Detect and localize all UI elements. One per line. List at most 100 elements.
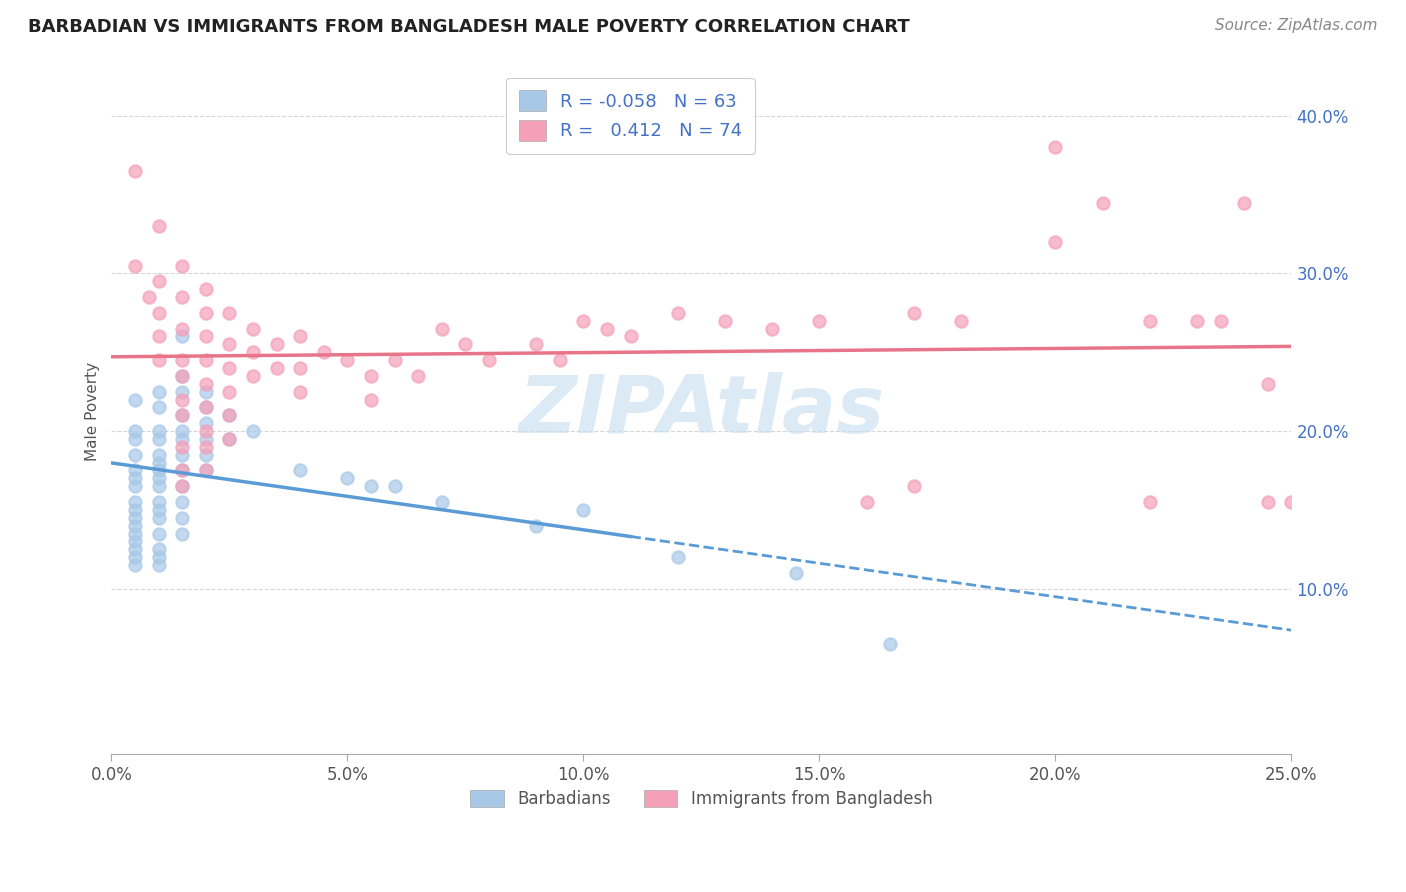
Point (172, 463, 194, 477)
Point (172, 259, 194, 273)
Point (124, 495, 146, 509)
Point (194, 416, 217, 430)
Point (406, 368, 429, 383)
Point (172, 353, 194, 368)
Point (312, 345, 335, 359)
Point (290, 361, 312, 376)
Point (172, 440, 194, 454)
Point (242, 321, 264, 335)
Point (124, 471, 146, 485)
Point (172, 526, 194, 541)
Point (148, 219, 170, 234)
Point (148, 510, 170, 524)
Point (1257, 495, 1279, 509)
Point (524, 518, 547, 533)
Point (336, 353, 359, 368)
Point (172, 368, 194, 383)
Point (218, 384, 240, 399)
Point (1045, 140, 1067, 154)
Point (218, 432, 240, 446)
Text: Source: ZipAtlas.com: Source: ZipAtlas.com (1215, 18, 1378, 33)
Point (148, 495, 170, 509)
Point (124, 518, 146, 533)
Point (124, 534, 146, 549)
Point (1091, 195, 1114, 210)
Point (124, 164, 146, 178)
Point (124, 542, 146, 557)
Point (172, 384, 194, 399)
Point (785, 566, 807, 580)
Point (172, 409, 194, 423)
Point (172, 290, 194, 304)
Point (218, 361, 240, 376)
Point (148, 384, 170, 399)
Point (172, 479, 194, 493)
Point (572, 503, 595, 517)
Point (596, 321, 619, 335)
Point (194, 463, 217, 477)
Point (124, 550, 146, 565)
Point (124, 259, 146, 273)
Point (903, 479, 925, 493)
Point (194, 329, 217, 343)
Point (620, 329, 643, 343)
Point (1185, 314, 1208, 328)
Point (172, 329, 194, 343)
Point (194, 401, 217, 415)
Point (1209, 314, 1232, 328)
Point (172, 424, 194, 438)
Text: BARBADIAN VS IMMIGRANTS FROM BANGLADESH MALE POVERTY CORRELATION CHART: BARBADIAN VS IMMIGRANTS FROM BANGLADESH … (28, 18, 910, 36)
Point (855, 495, 877, 509)
Point (454, 337, 477, 351)
Point (124, 424, 146, 438)
Point (218, 337, 240, 351)
Point (172, 479, 194, 493)
Point (172, 392, 194, 407)
Point (172, 510, 194, 524)
Point (572, 314, 595, 328)
Point (360, 392, 382, 407)
Point (903, 306, 925, 320)
Y-axis label: Male Poverty: Male Poverty (86, 362, 100, 461)
Point (194, 448, 217, 462)
Point (148, 353, 170, 368)
Point (242, 345, 264, 359)
Point (194, 384, 217, 399)
Point (172, 495, 194, 509)
Point (1257, 376, 1279, 391)
Point (524, 337, 547, 351)
Point (124, 510, 146, 524)
Point (148, 463, 170, 477)
Point (194, 401, 217, 415)
Point (290, 384, 312, 399)
Point (148, 526, 170, 541)
Point (172, 463, 194, 477)
Point (1139, 314, 1161, 328)
Point (194, 306, 217, 320)
Point (384, 353, 406, 368)
Point (148, 479, 170, 493)
Point (148, 503, 170, 517)
Point (478, 353, 501, 368)
Point (148, 274, 170, 288)
Point (148, 471, 170, 485)
Point (172, 448, 194, 462)
Point (124, 432, 146, 446)
Point (1233, 195, 1256, 210)
Point (1281, 495, 1303, 509)
Point (148, 542, 170, 557)
Point (242, 368, 264, 383)
Point (430, 495, 453, 509)
Point (384, 479, 406, 493)
Point (1139, 495, 1161, 509)
Point (194, 353, 217, 368)
Point (290, 463, 312, 477)
Point (124, 526, 146, 541)
Text: ZIPAtlas: ZIPAtlas (519, 372, 884, 450)
Point (124, 558, 146, 572)
Point (194, 282, 217, 296)
Point (360, 479, 382, 493)
Point (666, 306, 689, 320)
Point (148, 550, 170, 565)
Point (148, 558, 170, 572)
